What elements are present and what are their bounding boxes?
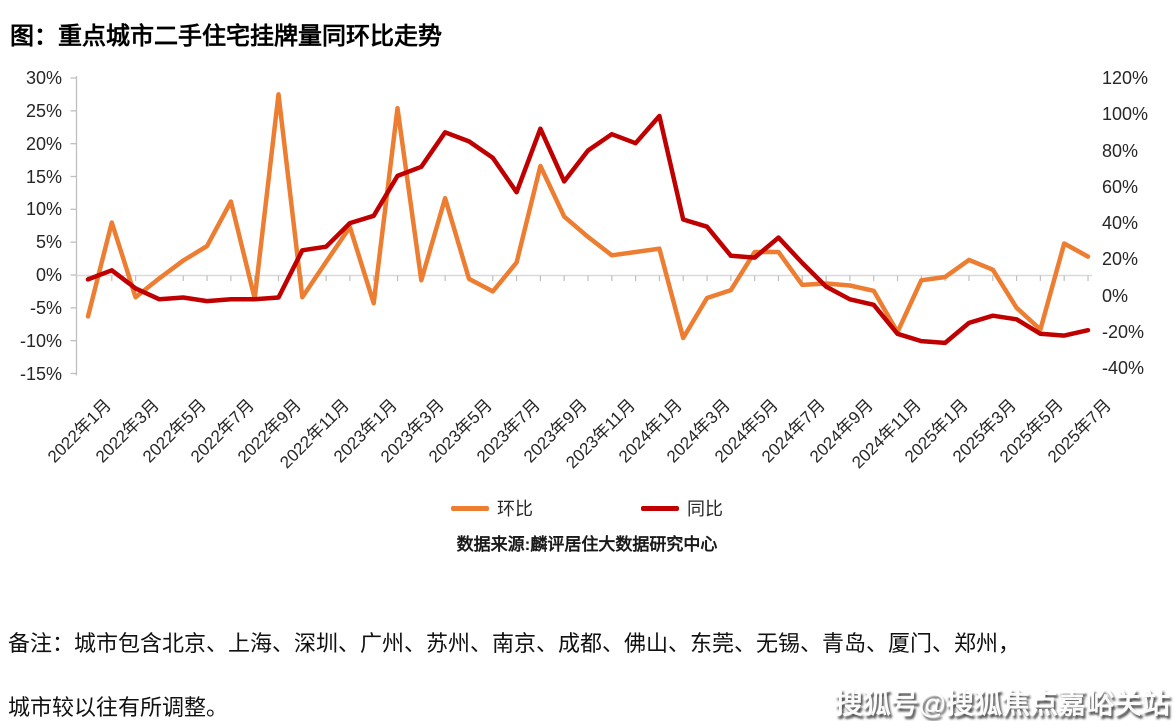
footnote-line-2: 城市较以往有所调整。: [8, 695, 229, 720]
mom-line-swatch: [451, 505, 489, 511]
right-axis-tick-label: -20%: [1102, 322, 1145, 342]
right-axis-tick-label: 120%: [1102, 67, 1149, 88]
left-axis-tick-label: -15%: [19, 363, 62, 384]
left-axis-tick-label: 10%: [25, 199, 62, 220]
footnote-line-1: 备注：城市包含北京、上海、深圳、广州、苏州、南京、成都、佛山、东莞、无锡、青岛、…: [8, 631, 1021, 656]
right-axis-tick-label: 40%: [1102, 213, 1139, 234]
left-axis-tick-label: 30%: [25, 68, 62, 88]
left-axis-tick-label: 25%: [25, 100, 62, 121]
legend: 环比 同比: [0, 495, 1174, 521]
chart-title: 图：重点城市二手住宅挂牌量同环比走势: [10, 23, 442, 50]
left-axis-tick-label: -5%: [29, 297, 62, 318]
left-axis-tick-label: -10%: [19, 330, 62, 351]
legend-label-mom: 环比: [497, 499, 533, 519]
right-axis-tick-label: 20%: [1102, 249, 1139, 270]
right-axis-tick-label: 0%: [1102, 285, 1129, 306]
right-axis-tick-label: 100%: [1102, 104, 1149, 125]
legend-item-yoy: 同比: [641, 495, 723, 521]
chart-canvas: [70, 76, 1092, 376]
left-axis-tick-label: 5%: [35, 232, 62, 253]
left-axis-tick-label: 0%: [35, 265, 62, 285]
right-axis-tick-label: -40%: [1102, 358, 1145, 379]
right-axis-tick-label: 60%: [1102, 176, 1139, 197]
data-source-note: 数据来源:麟评居住大数据研究中心: [456, 535, 718, 554]
legend-label-yoy: 同比: [687, 499, 723, 519]
yoy-line-swatch: [641, 505, 679, 511]
right-axis-tick-label: 80%: [1102, 140, 1139, 161]
watermark: 搜狐号@搜狐焦点嘉峪关站: [834, 688, 1170, 719]
left-axis-tick-label: 20%: [25, 133, 62, 154]
left-axis-tick-label: 15%: [25, 166, 62, 187]
legend-item-mom: 环比: [451, 495, 533, 521]
